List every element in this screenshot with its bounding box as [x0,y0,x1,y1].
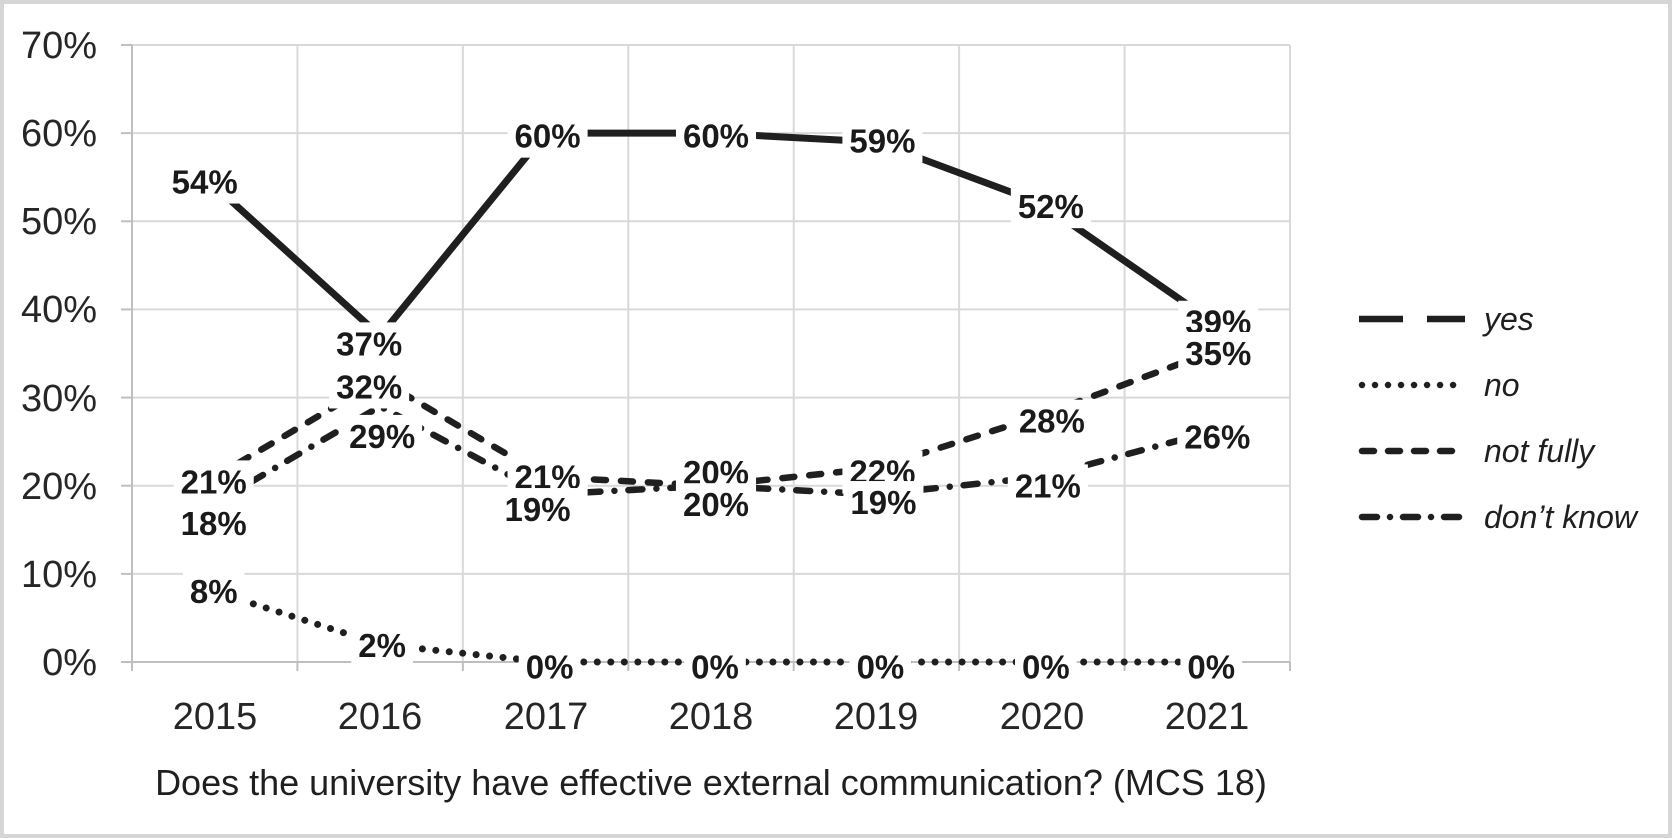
data-label: 59% [849,122,915,159]
legend-line-sample-no [1358,381,1468,389]
chart-caption: Does the university have effective exter… [155,762,1267,803]
data-label-bg [164,160,245,204]
y-axis-labels: 0% 10% 20% 30% 40% 50% 60% 70% [21,25,97,684]
x-axis-labels: 2015 2016 2017 2018 2019 2020 2021 [173,696,1250,738]
data-label-bg [684,645,746,689]
data-label-bg [182,569,245,613]
data-label-bg [843,481,924,525]
data-label: 8% [190,573,238,610]
data-label: 0% [526,649,574,686]
legend-label-yes: yes [1484,300,1534,337]
data-label: 19% [850,484,916,521]
y-tick-label: 50% [21,201,97,243]
data-label-bg [1015,645,1077,689]
data-label-bg [173,501,254,545]
data-label-bg [342,414,423,458]
legend-label-dont-know: don’t know [1484,498,1637,535]
data-label-bg [173,460,254,504]
legend-line-sample-yes [1359,315,1465,323]
data-label-bg [1178,332,1259,375]
data-label: 20% [683,486,749,523]
data-label-bg [518,645,581,689]
data-label: 60% [683,118,749,155]
data-label: 35% [1185,335,1251,372]
series-line-yes [211,129,1211,340]
data-label-bg [507,114,588,158]
data-label: 19% [505,491,571,528]
legend-label-not-fully: not fully [1484,432,1595,469]
y-tick-label: 40% [21,289,97,331]
x-tick-label: 2015 [173,696,258,738]
x-tick-label: 2018 [669,696,754,738]
data-label-bg [329,365,410,409]
data-label: 32% [336,368,402,405]
data-label: 0% [691,649,739,686]
x-tick-label: 2020 [1000,696,1085,738]
data-labels: 54%37%60% 60% 59%52%39%8%2%0% 0% 0% 0% 0%21%32… [164,114,1259,689]
x-tick-label: 2019 [834,696,919,738]
data-label: 60% [515,118,581,155]
legend-item-yes: yes [1356,300,1637,338]
y-tick-label: 10% [21,554,97,596]
data-label-bg [1010,185,1091,229]
data-label: 0% [857,649,905,686]
data-label: 21% [181,463,247,500]
data-label: 0% [1187,649,1235,686]
data-label-bg [1007,464,1088,508]
legend-line-sample-not-fully [1358,447,1468,455]
data-label: 0% [1022,649,1070,686]
data-label-bg [842,119,923,163]
legend-item-dont-know: don’t know [1356,498,1637,536]
data-label-bg [849,645,912,689]
y-tick-label: 20% [21,466,97,508]
data-label-bg [1177,415,1258,459]
data-label: 21% [1015,467,1081,504]
data-label: 28% [1019,403,1085,440]
legend-item-not-fully: not fully [1356,432,1637,470]
data-label-bg [329,322,410,366]
data-label-bg [351,623,413,667]
x-tick-label: 2021 [1165,696,1250,738]
y-tick-label: 70% [21,25,97,67]
data-label-bg [675,483,757,527]
legend-line-sample-dont-know [1358,513,1468,521]
data-label-bg [497,488,578,532]
chart-legend: yes no not fully don’t know [1356,300,1637,536]
data-label: 52% [1018,188,1084,225]
data-label: 54% [172,164,238,201]
data-label-bg [1180,645,1243,689]
data-label: 26% [1184,418,1250,455]
data-label: 37% [336,325,402,362]
y-tick-label: 0% [42,642,97,684]
data-label: 29% [349,418,415,455]
data-label-bg [1011,399,1092,443]
data-label: 2% [358,627,406,664]
data-label-bg [675,114,757,158]
data-label: 18% [181,505,247,542]
x-tick-label: 2017 [504,696,589,738]
x-tick-label: 2016 [338,696,423,738]
gridlines [132,44,1291,662]
legend-item-no: no [1356,366,1637,404]
y-tick-label: 30% [21,378,97,420]
legend-label-no: no [1484,366,1520,403]
y-tick-label: 60% [21,113,97,155]
